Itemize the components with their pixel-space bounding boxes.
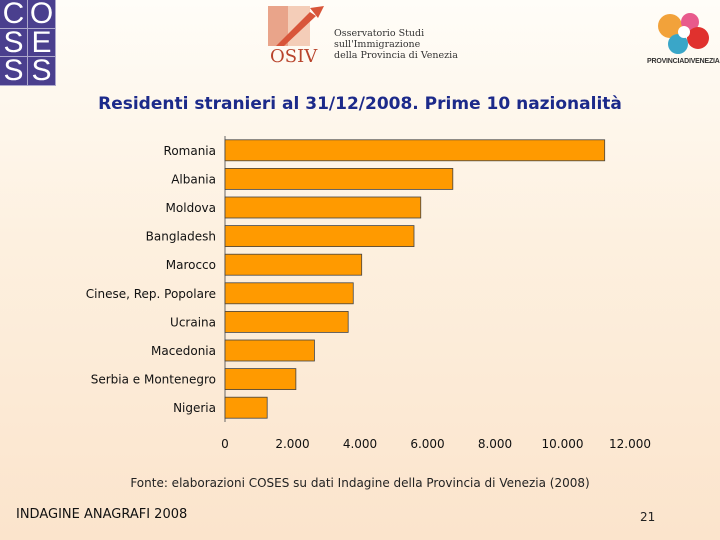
provincia-logo-shape xyxy=(678,26,690,38)
osiv-name-line: sull'Immigrazione xyxy=(334,39,421,50)
provincia-logo-shape xyxy=(658,14,682,38)
x-tick-label: 4.000 xyxy=(343,437,377,451)
x-tick-label: 12.000 xyxy=(609,437,651,451)
coses-logo: C O S E S S xyxy=(0,0,56,86)
bar-serbia-e-montenegro xyxy=(224,368,297,391)
source-note: Fonte: elaborazioni COSES su dati Indagi… xyxy=(130,476,590,490)
category-label: Ucraina xyxy=(170,315,216,329)
category-label: Bangladesh xyxy=(146,230,216,244)
bar-albania xyxy=(224,167,454,190)
osiv-name: Osservatorio Studi sull'Immigrazione del… xyxy=(334,28,458,61)
coses-logo-letter: O xyxy=(28,0,56,29)
bar-bangladesh xyxy=(224,225,415,248)
page-number: 21 xyxy=(640,510,656,524)
bar-nigeria xyxy=(224,396,268,419)
osiv-logo-block xyxy=(268,6,288,46)
bar-macedonia xyxy=(224,339,315,362)
x-tick-label: 0 xyxy=(221,437,229,451)
category-label: Romania xyxy=(164,144,216,158)
osiv-logo: OSIV xyxy=(268,6,324,67)
footer-label: INDAGINE ANAGRAFI 2008 xyxy=(16,507,188,522)
x-tick-label: 2.000 xyxy=(275,437,309,451)
x-tick-label: 6.000 xyxy=(410,437,444,451)
osiv-logo-arrowhead xyxy=(310,6,324,18)
category-label: Nigeria xyxy=(173,401,216,415)
osiv-name-line: della Provincia di Venezia xyxy=(334,50,458,61)
chart-title: Residenti stranieri al 31/12/2008. Prime… xyxy=(98,94,622,114)
category-label: Albania xyxy=(171,172,216,186)
category-label: Marocco xyxy=(166,258,216,272)
osiv-name-line: Osservatorio Studi xyxy=(334,28,425,39)
osiv-logo-arrow xyxy=(276,12,316,46)
bar-cinese-rep-popolare xyxy=(224,282,354,305)
bar-ucraina xyxy=(224,310,349,333)
coses-logo-letter: S xyxy=(0,56,28,86)
provincia-logo-shape xyxy=(668,34,688,54)
x-tick-label: 8.000 xyxy=(478,437,512,451)
bar-moldova xyxy=(224,196,422,219)
coses-logo-letter: E xyxy=(28,27,56,58)
category-label: Cinese, Rep. Popolare xyxy=(86,287,216,301)
coses-logo-letter: S xyxy=(0,27,28,58)
bar-romania xyxy=(224,139,606,162)
provincia-logo-shape xyxy=(687,27,709,49)
provincia-logo xyxy=(658,13,709,54)
bar-marocco xyxy=(224,253,363,276)
coses-logo-letter: C xyxy=(0,0,28,29)
provincia-name: PROVINCIADIVENEZIA xyxy=(647,58,720,65)
osiv-logo-abbr: OSIV xyxy=(270,46,318,67)
category-label: Moldova xyxy=(166,201,216,215)
category-label: Macedonia xyxy=(151,344,216,358)
coses-logo-letter: S xyxy=(28,56,56,86)
category-label: Serbia e Montenegro xyxy=(91,373,216,387)
x-tick-label: 10.000 xyxy=(542,437,584,451)
